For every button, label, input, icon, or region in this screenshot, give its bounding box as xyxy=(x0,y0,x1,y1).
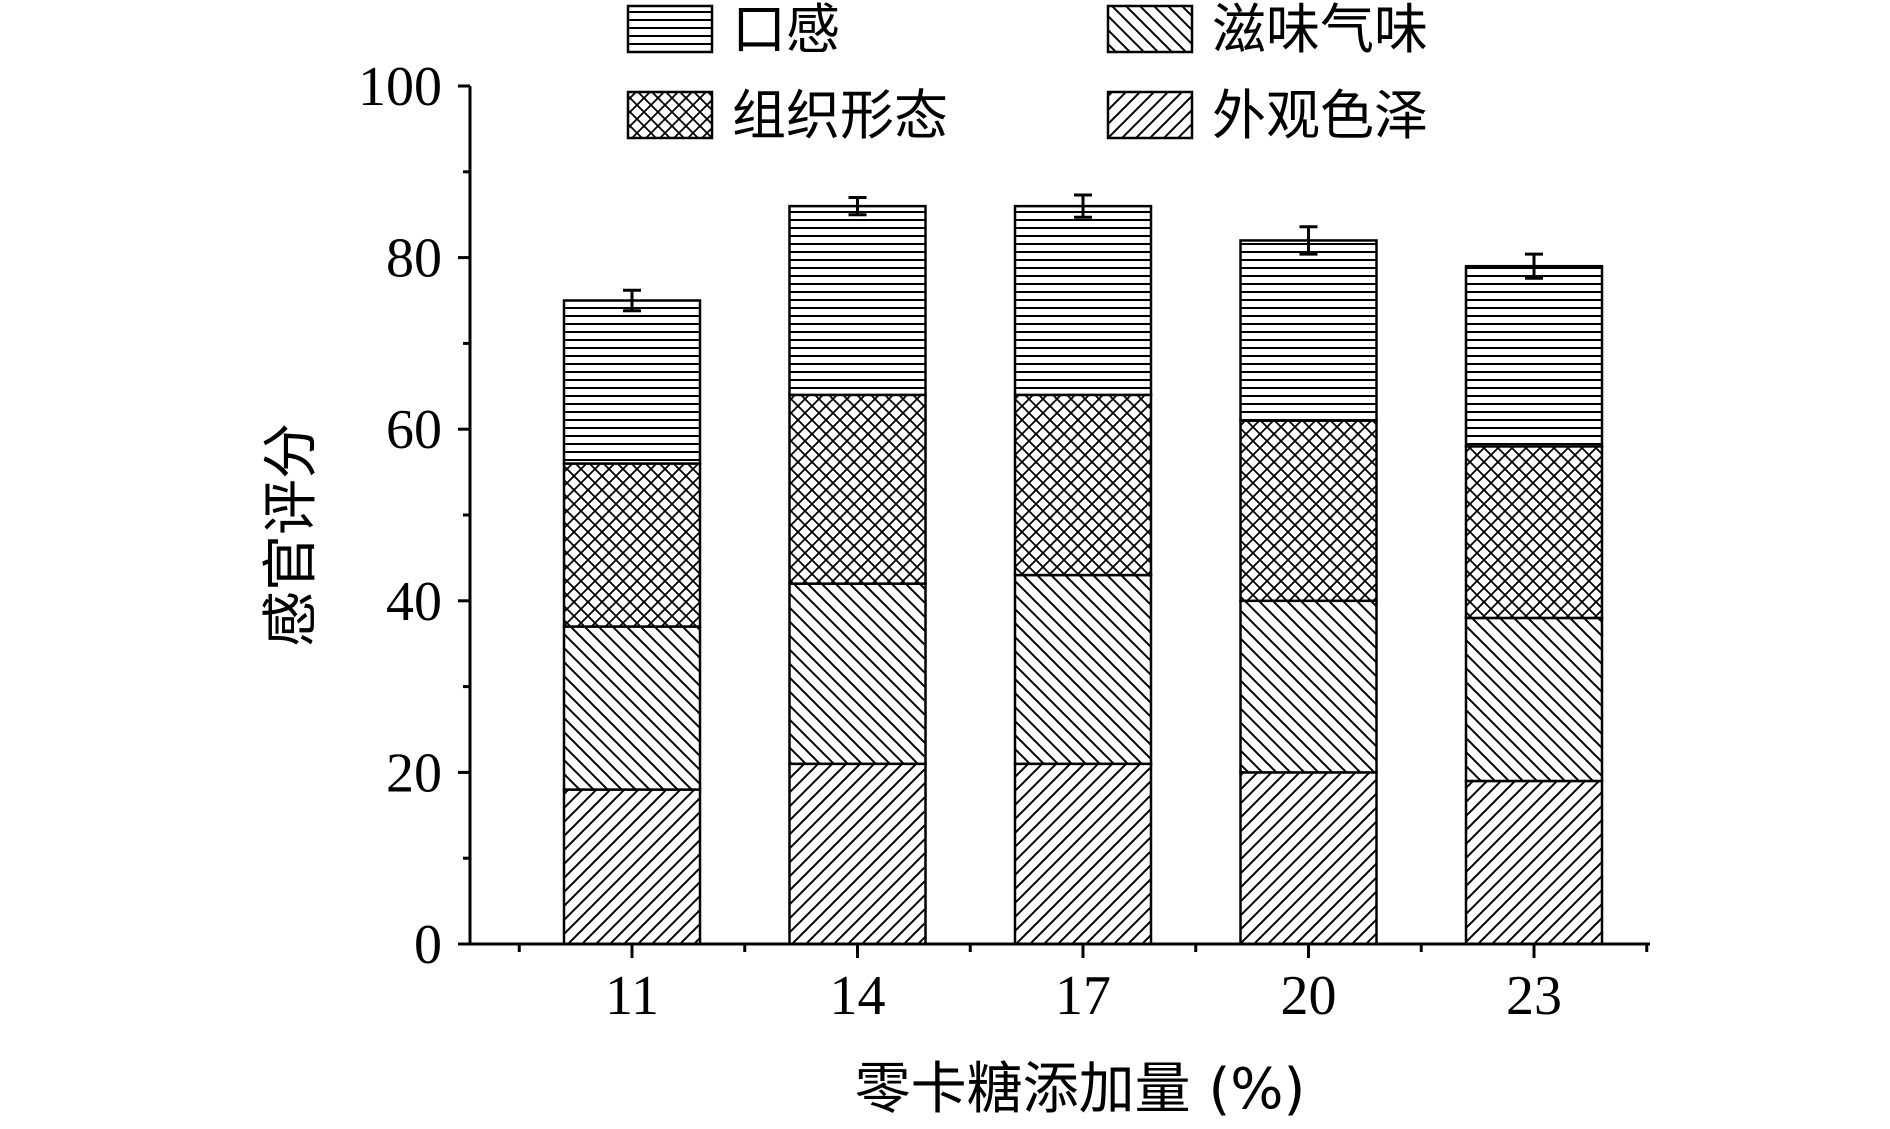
bars-group xyxy=(562,193,1604,946)
legend-swatch xyxy=(626,90,714,140)
bar-segment xyxy=(1464,616,1604,783)
x-tick-label: 23 xyxy=(1506,965,1562,1027)
bar-segment xyxy=(1013,573,1153,766)
bar-segment xyxy=(1013,204,1153,397)
bar-segment xyxy=(788,204,927,397)
y-tick-label: 60 xyxy=(386,399,442,461)
x-axis-title: 零卡糖添加量 (%) xyxy=(855,1057,1306,1122)
x-ticks-group: 11 14 17 20 23 xyxy=(517,944,1649,1027)
bar-segment xyxy=(1239,239,1378,422)
bar-segment xyxy=(1464,779,1604,946)
y-tick-label: 20 xyxy=(386,742,442,804)
legend-label: 外观色泽 xyxy=(1212,84,1428,147)
bar-segment xyxy=(1239,771,1378,946)
bar-segment xyxy=(1013,393,1153,577)
x-tick-label: 17 xyxy=(1055,965,1111,1027)
bar-segment xyxy=(788,393,927,585)
bar-segment xyxy=(562,462,702,628)
bar-segment xyxy=(1464,445,1604,620)
bar-segment xyxy=(788,582,927,766)
x-tick-label: 11 xyxy=(605,965,659,1027)
bar-segment xyxy=(562,625,702,791)
legend-label: 组织形态 xyxy=(732,84,948,147)
y-tick-label: 80 xyxy=(386,228,442,290)
bar-segment xyxy=(1464,264,1604,448)
legend-label: 口感 xyxy=(732,0,840,61)
y-ticks-group: 0 20 40 60 80 100 xyxy=(358,56,470,976)
bar-segment xyxy=(1239,599,1378,774)
bar-segment xyxy=(1013,762,1153,946)
bar-segment xyxy=(562,788,702,946)
legend-label: 滋味气味 xyxy=(1212,0,1428,61)
legend-swatch xyxy=(1106,4,1194,54)
y-tick-label: 100 xyxy=(358,56,442,118)
bar-segment xyxy=(788,762,927,946)
x-tick-label: 14 xyxy=(830,965,886,1027)
bar-segment xyxy=(1239,419,1378,603)
bar-segment xyxy=(562,299,702,465)
y-axis-title: 感官评分 xyxy=(259,423,324,647)
y-tick-label: 0 xyxy=(414,914,442,976)
x-tick-label: 20 xyxy=(1281,965,1337,1027)
y-tick-label: 40 xyxy=(386,571,442,633)
legend-swatch xyxy=(626,4,714,54)
legend-swatch xyxy=(1106,90,1194,140)
